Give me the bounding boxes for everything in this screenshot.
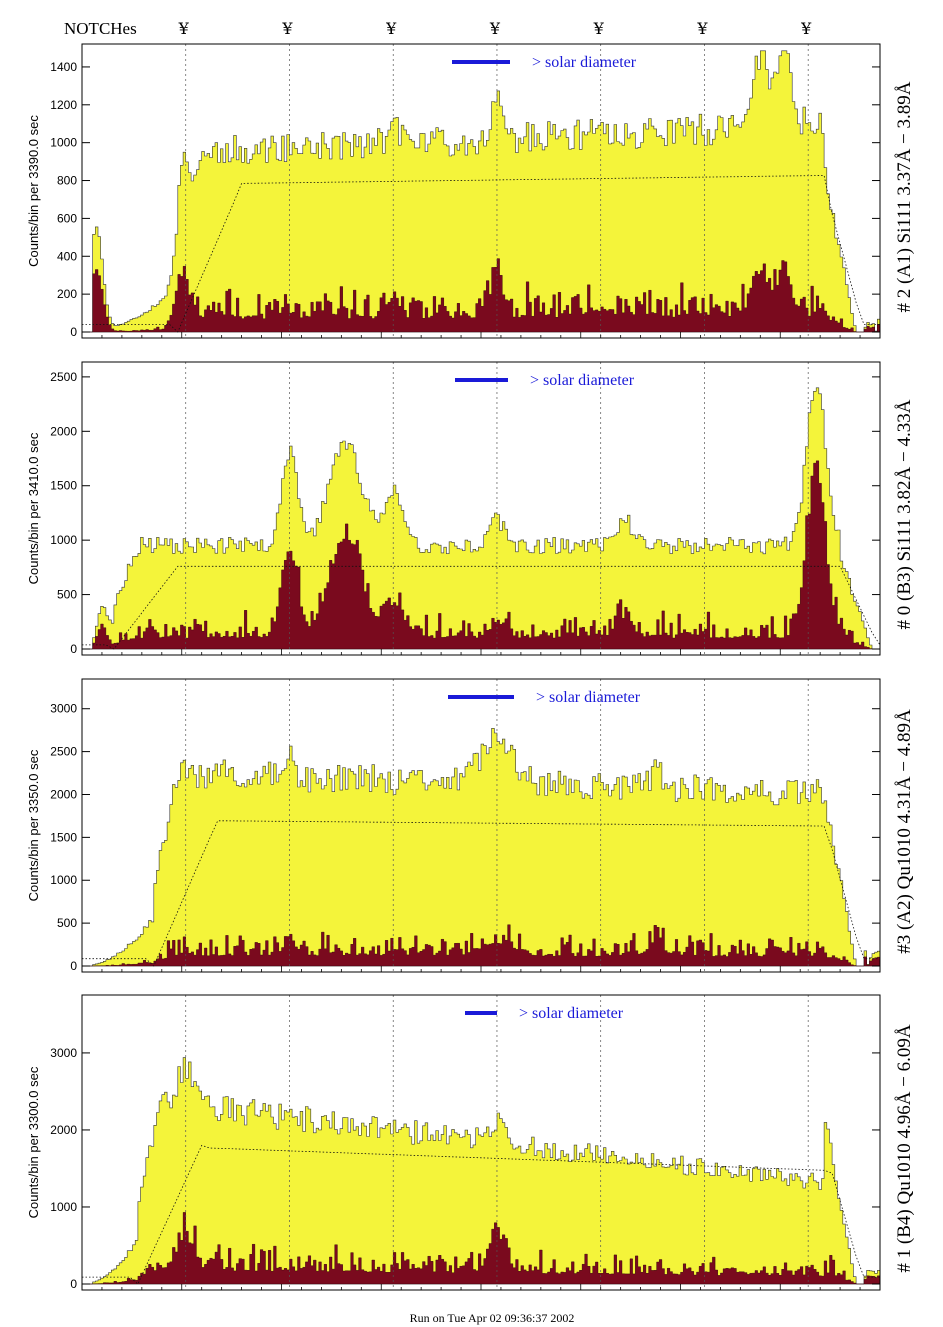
detector-label: # 0 (B3) Si111 3.82Å − 4.33Å [894, 399, 915, 629]
background-counts-area [82, 924, 881, 967]
y-tick-label: 500 [57, 916, 77, 930]
y-axis-label: Counts/bin per 3410.0 sec [26, 432, 41, 584]
y-tick-label: 200 [57, 287, 77, 301]
total-counts-area [82, 728, 881, 967]
y-tick-label: 2000 [50, 1123, 77, 1137]
y-tick-label: 2000 [50, 787, 77, 801]
y-tick-label: 1000 [50, 873, 77, 887]
y-tick-label: 0 [70, 1277, 77, 1291]
y-tick-label: 400 [57, 249, 77, 263]
spectrum-panel: 0 500 1000 1500 2000 2500 Counts/bin per 3410.… [26, 361, 915, 656]
y-tick-label: 2500 [50, 745, 77, 759]
spectrum-panel: 0 1000 2000 3000 Counts/bin per 3300.0 sec # … [26, 994, 915, 1291]
total-counts-area [82, 387, 880, 650]
total-counts-area [82, 50, 881, 333]
y-tick-label: 1500 [50, 830, 77, 844]
y-tick-label: 1200 [50, 98, 77, 112]
total-counts-area [82, 1057, 881, 1285]
notch-markers: ¥ ¥ ¥ ¥ ¥ ¥ ¥ [178, 19, 812, 38]
background-counts-area [82, 1212, 881, 1285]
y-tick-label: 1000 [50, 533, 77, 547]
y-axis-label: Counts/bin per 3350.0 sec [26, 749, 41, 901]
spectrum-panel: 0 200 400 600 800 1000 1200 1400 Counts/bin per … [26, 43, 915, 339]
notch-marker: ¥ [696, 19, 708, 38]
spectrum-panel: 0 500 1000 1500 2000 2500 3000 Counts/bin per 3… [26, 678, 915, 973]
y-tick-label: 600 [57, 211, 77, 225]
notch-marker: ¥ [593, 19, 605, 38]
solar-diameter-label: > solar diameter [519, 1005, 624, 1022]
solar-diameter-label: > solar diameter [530, 372, 635, 389]
y-tick-label: 0 [70, 642, 77, 656]
y-tick-label: 0 [70, 959, 77, 973]
y-tick-label: 1000 [50, 136, 77, 150]
solar-diameter-label: > solar diameter [536, 689, 641, 706]
notch-marker: ¥ [489, 19, 501, 38]
y-tick-label: 1000 [50, 1200, 77, 1214]
solar-diameter-label: > solar diameter [532, 54, 637, 71]
notch-marker: ¥ [281, 19, 293, 38]
background-counts-area [82, 460, 880, 650]
notch-marker: ¥ [800, 19, 812, 38]
y-axis-label: Counts/bin per 3300.0 sec [26, 1066, 41, 1218]
y-tick-label: 2500 [50, 370, 77, 384]
background-counts-area [82, 258, 881, 333]
y-axis-label: Counts/bin per 3390.0 sec [26, 115, 41, 267]
notch-marker: ¥ [178, 19, 190, 38]
y-tick-label: 800 [57, 174, 77, 188]
model-fit-curve [82, 1144, 880, 1285]
model-fit-curve [82, 175, 880, 333]
detector-label: #3 (A2) Qu1010 4.31Å − 4.89Å [894, 709, 915, 954]
y-tick-label: 3000 [50, 1046, 77, 1060]
y-tick-label: 1500 [50, 479, 77, 493]
run-timestamp: Run on Tue Apr 02 09:36:37 2002 [410, 1311, 575, 1325]
y-tick-label: 1400 [50, 60, 77, 74]
notches-title: NOTCHes [64, 19, 137, 38]
y-tick-label: 0 [70, 325, 77, 339]
y-tick-label: 500 [57, 588, 77, 602]
detector-label: # 1 (B4) Qu1010 4.96Å − 6.09Å [894, 1024, 915, 1272]
y-tick-label: 2000 [50, 424, 77, 438]
notch-marker: ¥ [385, 19, 397, 38]
detector-label: # 2 (A1) Si111 3.37Å − 3.89Å [894, 81, 915, 312]
y-tick-label: 3000 [50, 702, 77, 716]
chart-panels: 0 200 400 600 800 1000 1200 1400 Counts/bin per … [26, 43, 915, 1291]
